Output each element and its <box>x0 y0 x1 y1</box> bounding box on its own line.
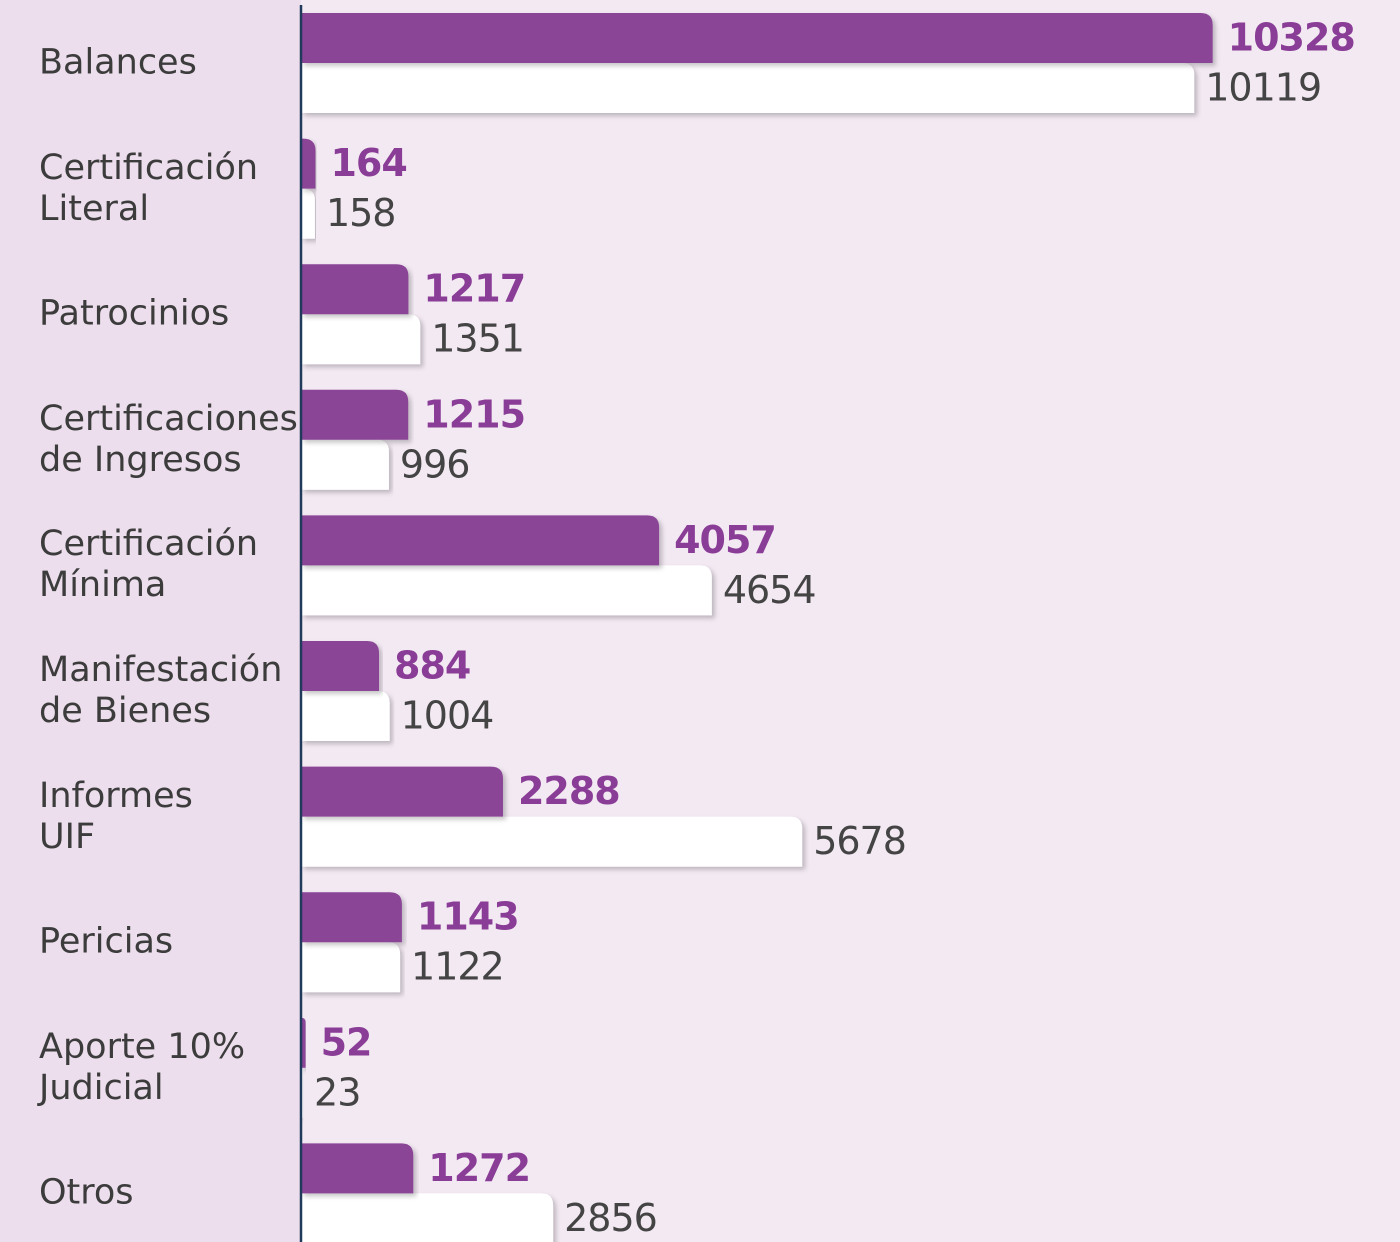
bar <box>301 138 316 189</box>
value-label: 1351 <box>431 317 524 361</box>
bar <box>301 641 380 691</box>
bar <box>301 1143 414 1194</box>
bar <box>301 942 401 993</box>
bar <box>301 691 390 741</box>
bar <box>301 892 402 943</box>
value-label: 1004 <box>401 694 494 738</box>
category-label: Certificación Mínima <box>39 524 259 606</box>
value-label: 4057 <box>674 518 776 562</box>
category-label: Patrocinios <box>39 293 230 334</box>
value-label: 1272 <box>428 1146 530 1190</box>
category-label: Balances <box>39 42 197 83</box>
bar <box>301 188 315 239</box>
bar <box>301 766 503 817</box>
bar <box>301 63 1195 113</box>
value-label: 10119 <box>1205 66 1321 110</box>
label-panel <box>0 0 301 1242</box>
bar <box>301 264 409 315</box>
category-label: Certificación Literal <box>39 147 259 229</box>
category-label: Pericias <box>39 921 174 962</box>
value-label: 996 <box>400 442 470 486</box>
value-label: 1143 <box>417 895 519 939</box>
value-label: 2856 <box>564 1196 657 1240</box>
value-label: 5678 <box>813 819 906 863</box>
category-label: Aporte 10% Judicial <box>39 1026 246 1108</box>
value-label: 884 <box>394 644 470 688</box>
value-label: 1215 <box>423 392 525 436</box>
value-label: 158 <box>326 191 396 235</box>
bar <box>301 816 803 867</box>
bar <box>301 515 660 566</box>
category-label: Otros <box>39 1172 134 1213</box>
bar <box>301 565 712 616</box>
category-label: Certificaciones de Ingresos <box>39 398 298 480</box>
bar <box>301 1193 554 1242</box>
category-label: Manifestación de Bienes <box>39 650 283 731</box>
value-label: 4654 <box>723 568 816 612</box>
bar <box>301 389 409 440</box>
value-label: 1217 <box>423 267 525 311</box>
bar <box>301 314 421 365</box>
value-label: 2288 <box>518 769 620 813</box>
value-label: 52 <box>321 1020 372 1064</box>
value-label: 23 <box>314 1070 360 1114</box>
category-label: Informes UIF <box>39 775 193 857</box>
value-label: 164 <box>330 141 406 185</box>
bar <box>301 13 1213 63</box>
bar <box>301 439 389 490</box>
value-label: 10328 <box>1228 16 1355 60</box>
value-label: 1122 <box>411 945 504 989</box>
